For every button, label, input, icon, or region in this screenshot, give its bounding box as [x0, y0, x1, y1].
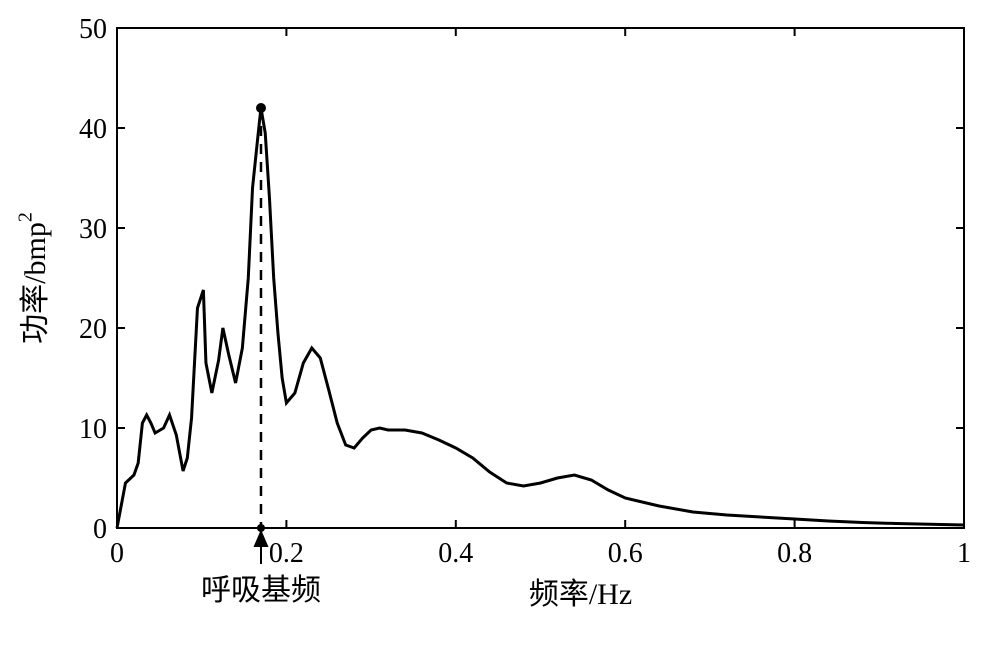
y-tick-label: 0: [93, 514, 107, 545]
power-spectrum-chart: 00.20.40.60.8101020304050呼吸基频频率/Hz功率/bmp…: [0, 0, 1000, 647]
x-tick-label: 0: [110, 538, 124, 569]
x-tick-label: 0.6: [608, 538, 643, 569]
x-tick-label: 1: [957, 538, 971, 569]
x-tick-label: 0.2: [269, 538, 304, 569]
y-tick-label: 50: [79, 14, 107, 45]
annotation-label: 呼吸基频: [201, 574, 321, 607]
plot-box: [117, 28, 964, 528]
y-tick-label: 10: [79, 414, 107, 445]
peak-marker: [256, 103, 266, 113]
x-tick-label: 0.4: [438, 538, 473, 569]
x-axis-title: 频率/Hz: [529, 578, 632, 611]
x-tick-label: 0.8: [777, 538, 812, 569]
annotation-arrow-head: [255, 532, 267, 546]
y-axis-title: 功率/bmp2: [15, 212, 53, 344]
y-tick-label: 20: [79, 314, 107, 345]
y-tick-label: 40: [79, 114, 107, 145]
spectrum-line: [117, 108, 964, 528]
y-tick-label: 30: [79, 214, 107, 245]
